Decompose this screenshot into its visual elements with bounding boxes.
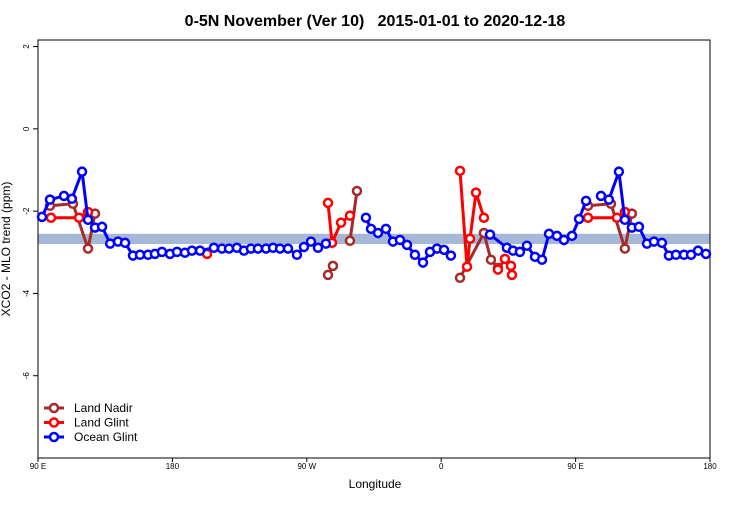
data-point: [119, 237, 131, 249]
y-tick-label: 0: [22, 126, 31, 131]
data-point: [322, 197, 334, 209]
x-axis-label: Longitude: [349, 477, 402, 491]
data-point: [401, 239, 413, 251]
chart-title: 0-5N November (Ver 10) 2015-01-01 to 202…: [185, 13, 566, 30]
y-tick-label: -4: [22, 289, 31, 297]
data-point: [409, 249, 421, 261]
y-tick-label: -2: [22, 207, 31, 215]
data-point: [582, 212, 594, 223]
data-point: [335, 217, 347, 228]
data-point: [566, 230, 578, 242]
data-point: [595, 190, 607, 202]
data-point: [96, 221, 108, 233]
data-point: [282, 243, 294, 254]
data-point: [252, 243, 264, 254]
data-point: [478, 212, 490, 223]
data-point: [558, 234, 570, 246]
x-tick-label: 0: [439, 462, 444, 471]
data-point: [76, 166, 88, 177]
data-point: [464, 233, 476, 244]
data-point: [312, 242, 324, 254]
data-point: [298, 241, 310, 253]
data-point: [438, 244, 450, 256]
y-tick-label: -6: [22, 372, 31, 380]
data-point: [461, 261, 473, 272]
x-tick-label: 180: [703, 462, 717, 471]
data-point: [700, 248, 712, 260]
data-point: [514, 246, 526, 258]
data-point: [417, 257, 429, 268]
data-point: [619, 243, 631, 254]
y-tick-label: 2: [22, 44, 31, 49]
legend-marker: [48, 417, 60, 428]
data-point: [521, 240, 533, 251]
data-point: [372, 227, 384, 239]
data-point: [380, 223, 392, 235]
data-point: [186, 245, 198, 256]
data-point: [44, 194, 56, 205]
data-point: [619, 214, 631, 226]
reference-band: [38, 233, 710, 245]
data-point: [536, 254, 548, 265]
data-point: [603, 194, 615, 205]
data-point: [66, 193, 78, 205]
data-point: [613, 166, 625, 177]
data-point: [208, 242, 220, 254]
x-tick-label: 180: [166, 462, 180, 471]
data-point: [82, 243, 94, 254]
data-point: [670, 249, 682, 261]
data-point: [506, 269, 518, 281]
y-axis-label: XCO2 - MLO trend (ppm): [0, 182, 13, 317]
data-point: [344, 210, 356, 221]
data-point: [633, 221, 645, 233]
series-line: [326, 202, 351, 249]
data-point: [73, 212, 85, 223]
data-point: [327, 260, 339, 272]
data-point: [454, 165, 466, 177]
data-point: [360, 212, 372, 223]
data-point: [344, 235, 356, 247]
data-point: [36, 211, 48, 223]
data-point: [156, 246, 168, 258]
data-point: [499, 253, 511, 265]
data-point: [194, 245, 206, 256]
x-tick-label: 90 E: [30, 462, 46, 471]
data-point: [485, 254, 497, 265]
plot-frame: [37, 39, 711, 459]
legend-label: Land Glint: [74, 416, 129, 430]
legend-label: Land Nadir: [74, 401, 133, 415]
legend-marker: [48, 431, 60, 443]
data-point: [82, 214, 94, 226]
data-point: [492, 264, 504, 275]
data-point: [505, 260, 517, 272]
data-point: [445, 250, 457, 261]
series-line: [458, 228, 500, 279]
data-point: [134, 249, 146, 261]
data-point: [351, 185, 363, 197]
data-point: [656, 237, 668, 249]
data-point: [394, 234, 406, 246]
data-point: [454, 272, 466, 284]
data-point: [573, 213, 585, 225]
data-point: [291, 249, 303, 261]
data-point: [322, 269, 334, 281]
data-point: [305, 236, 317, 247]
data-point: [470, 187, 482, 198]
x-tick-label: 90 W: [297, 462, 316, 471]
data-point: [484, 229, 496, 240]
data-point: [648, 236, 660, 247]
data-point: [320, 238, 332, 249]
data-point: [580, 195, 592, 207]
x-tick-label: 90 E: [567, 462, 583, 471]
data-point: [45, 212, 57, 223]
legend-label: Ocean Glint: [74, 430, 138, 444]
legend-marker: [48, 402, 60, 414]
